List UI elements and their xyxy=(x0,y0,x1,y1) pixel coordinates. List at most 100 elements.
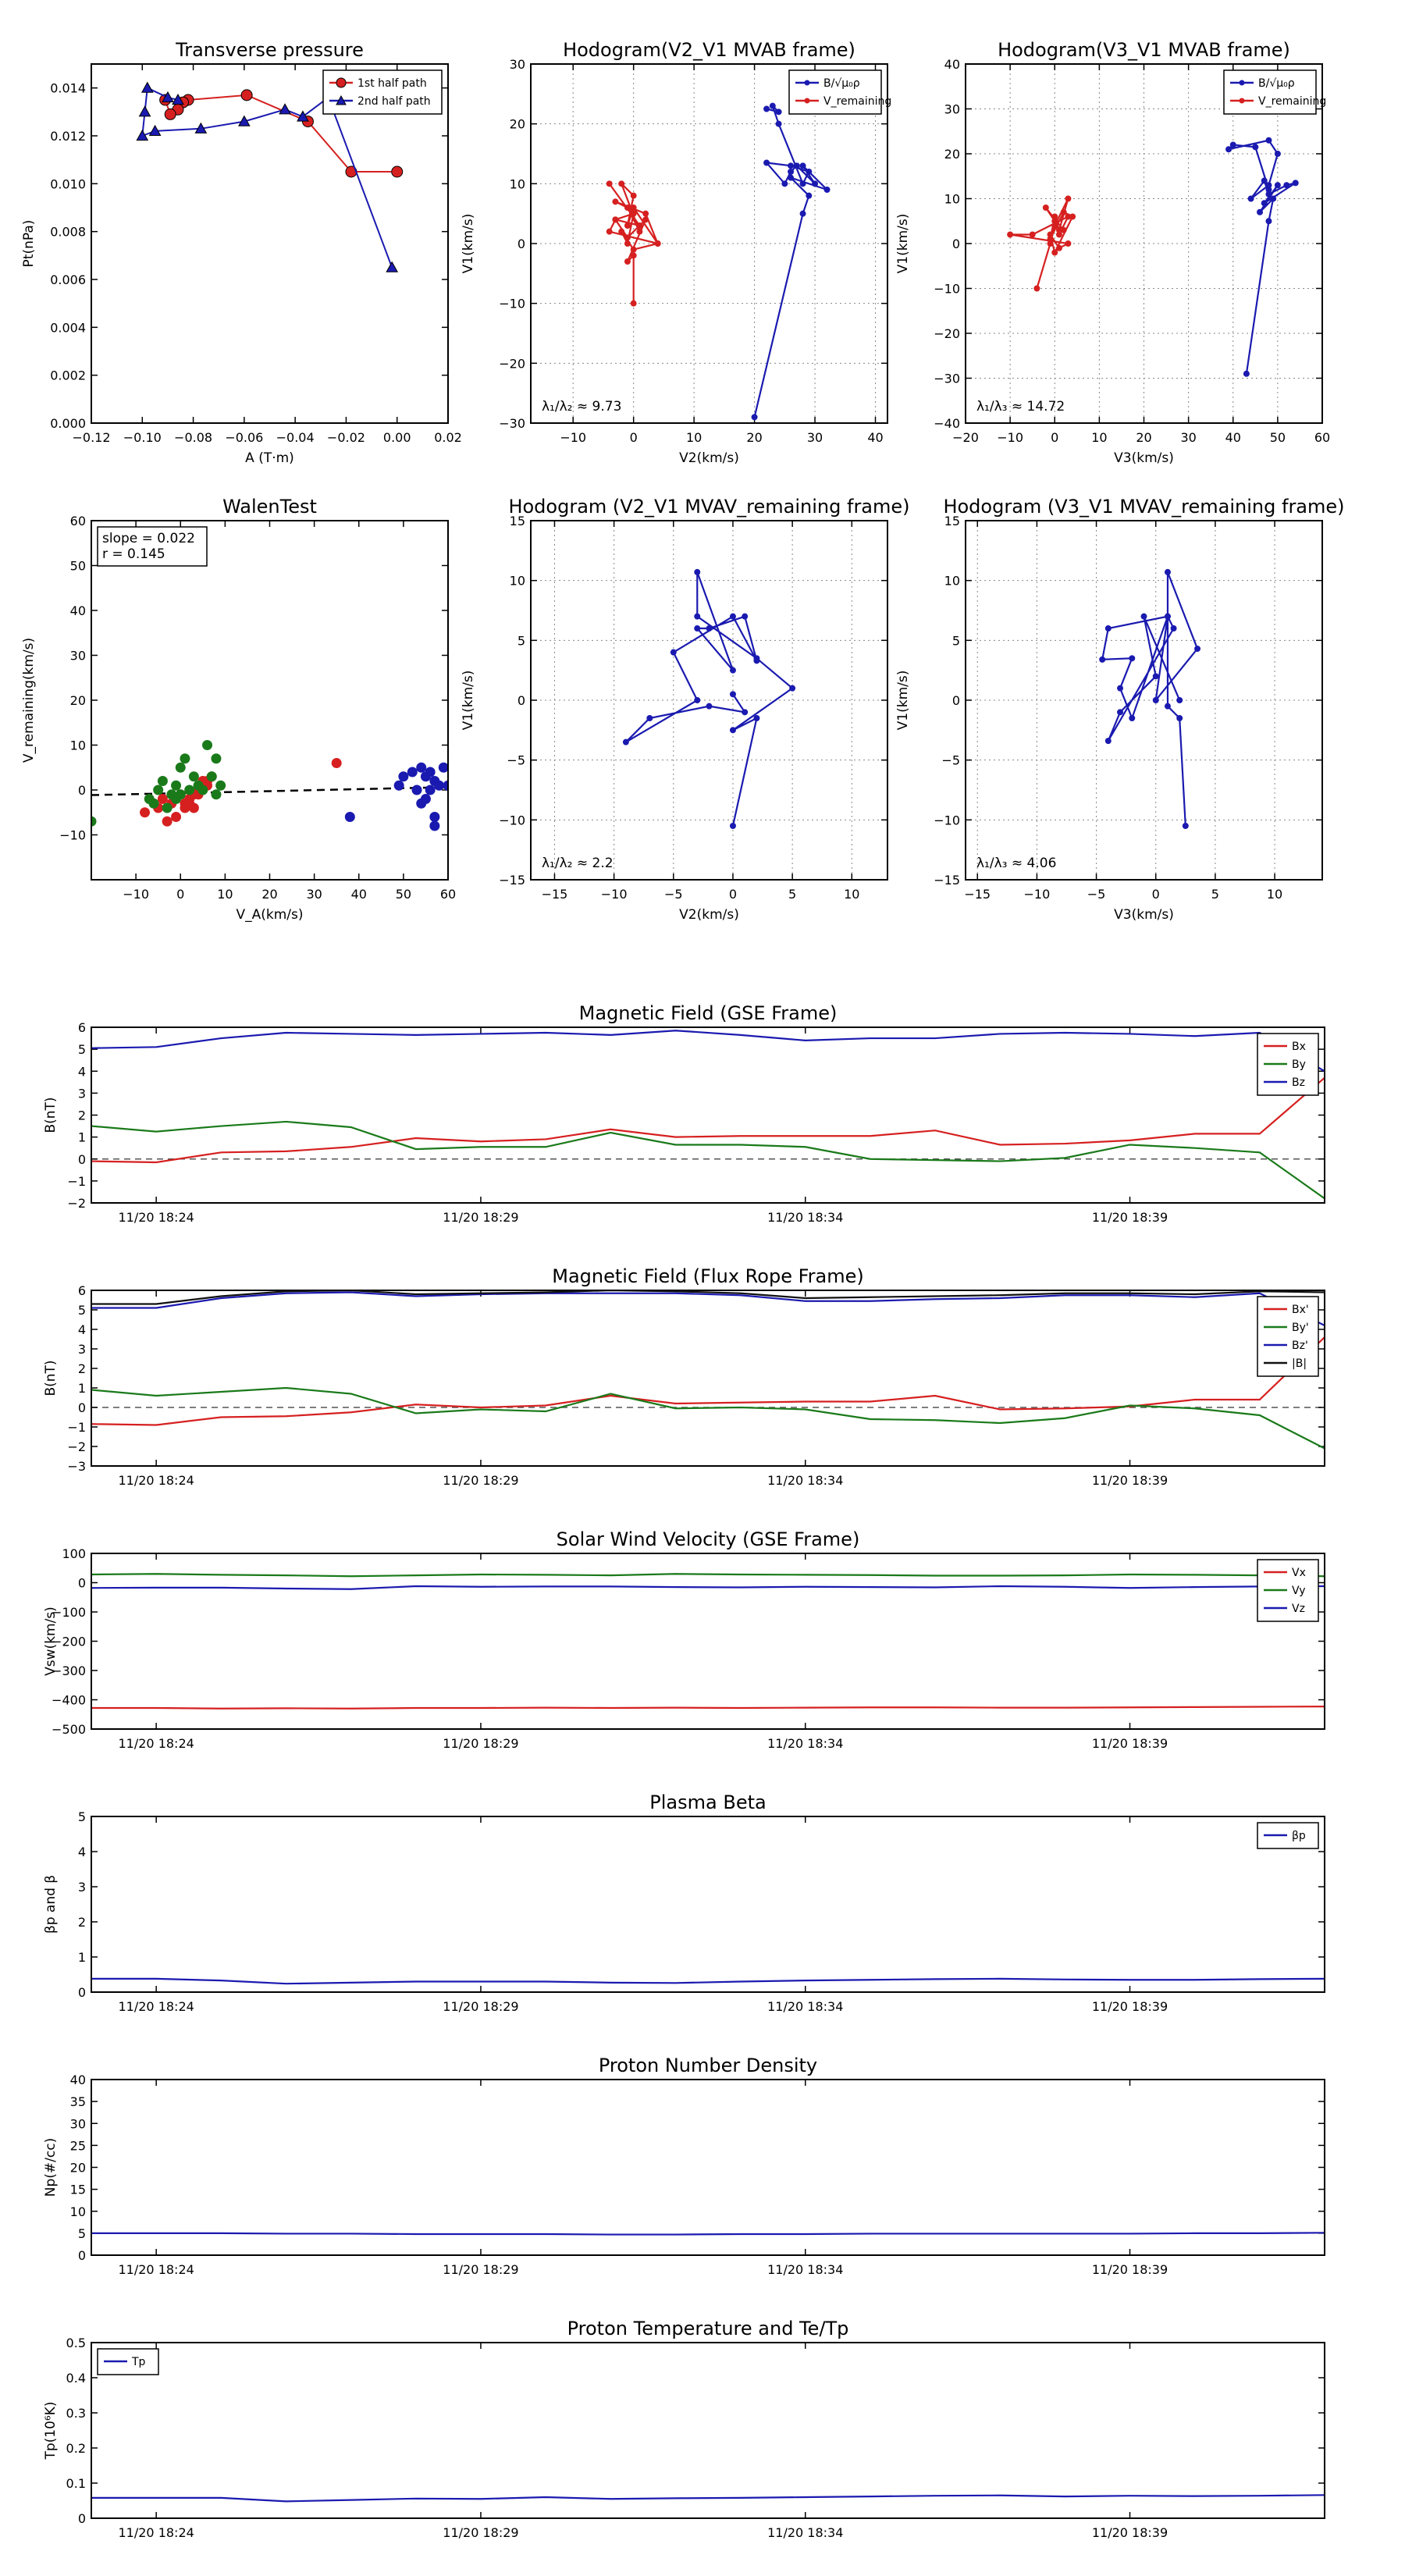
y-tick-label: 0.014 xyxy=(50,81,86,96)
data-point xyxy=(157,776,168,786)
x-tick-label: −0.10 xyxy=(123,430,162,445)
series-line-0 xyxy=(91,2494,1325,2503)
data-point xyxy=(429,820,440,831)
data-point xyxy=(642,210,649,217)
chart-np: Proton Number Density 11/20 18:24 11/20 18… xyxy=(43,2055,1325,2277)
data-point xyxy=(823,187,831,193)
y-tick-label: 2 xyxy=(78,1915,86,1930)
data-point xyxy=(140,807,151,818)
data-point xyxy=(1194,646,1201,653)
data-point xyxy=(211,753,222,764)
chart-beta: Plasma Beta 11/20 18:24 11/20 18:29 11/20 1… xyxy=(43,1791,1325,2014)
data-point xyxy=(799,210,806,217)
y-tick-label: 6 xyxy=(78,1283,86,1298)
y-tick-label: 30 xyxy=(944,102,960,117)
data-point xyxy=(788,174,795,181)
data-point xyxy=(1170,625,1177,632)
data-point xyxy=(1117,685,1124,692)
x-tick-label: 11/20 18:34 xyxy=(767,1736,843,1751)
x-axis-label: V3(km/s) xyxy=(1114,450,1174,466)
data-point xyxy=(606,228,613,235)
data-point xyxy=(1047,231,1054,238)
data-point xyxy=(1140,613,1147,620)
y-axis-label: V_remaining(km/s) xyxy=(21,638,37,763)
legend: Bx By Bz xyxy=(1257,1033,1319,1096)
y-tick-label: −20 xyxy=(934,326,960,341)
data-point xyxy=(1164,703,1171,710)
data-point xyxy=(1129,715,1136,721)
y-tick-label: 4 xyxy=(78,1845,86,1859)
legend-label: Bz xyxy=(1292,1076,1305,1089)
legend: Tp xyxy=(97,2348,159,2375)
x-tick-label: 0 xyxy=(176,887,184,902)
data-point xyxy=(1265,218,1272,225)
data-point xyxy=(694,568,701,575)
y-tick-label: 5 xyxy=(78,1303,86,1318)
data-point xyxy=(694,613,701,620)
data-point xyxy=(806,169,813,175)
data-point xyxy=(799,180,806,187)
x-tick-label: 5 xyxy=(1211,887,1219,902)
chart-walen: WalenTest −10 0 10 20 30 40 50 60 −10 0 10 20 30 40 50 6… xyxy=(21,496,456,923)
x-tick-label: −5 xyxy=(1087,887,1106,902)
data-point xyxy=(729,691,736,698)
x-tick-label: 11/20 18:34 xyxy=(767,2262,843,2277)
chart-title: Hodogram(V3_V1 MVAB frame) xyxy=(998,39,1290,61)
legend-label: B/√μ₀ρ xyxy=(823,77,860,90)
y-tick-label: 4 xyxy=(78,1322,86,1337)
plot-area xyxy=(91,2494,1325,2503)
y-tick-label: −10 xyxy=(934,813,960,827)
y-tick-label: 20 xyxy=(70,693,86,708)
x-tick-label: 20 xyxy=(746,430,762,445)
data-point xyxy=(153,785,164,795)
x-tick-label: 10 xyxy=(1267,887,1282,902)
x-tick-label: 11/20 18:29 xyxy=(443,2525,518,2540)
y-tick-label: 0.3 xyxy=(66,2406,86,2421)
annotation-box xyxy=(97,526,208,567)
y-tick-label: 0.010 xyxy=(50,176,86,191)
data-point xyxy=(411,785,422,795)
data-point xyxy=(211,789,222,800)
data-point xyxy=(630,192,637,199)
data-point xyxy=(636,228,643,235)
y-tick-label: 10 xyxy=(70,738,86,753)
y-tick-label: 1 xyxy=(78,1950,86,1965)
x-tick-label: 11/20 18:24 xyxy=(119,2525,194,2540)
x-tick-label: 10 xyxy=(844,887,859,902)
chart-title: Magnetic Field (GSE Frame) xyxy=(579,1002,838,1024)
y-tick-label: 2 xyxy=(78,1361,86,1376)
y-tick-label: 15 xyxy=(944,514,960,528)
y-tick-label: 0 xyxy=(78,2511,86,2526)
x-tick-label: 11/20 18:34 xyxy=(767,1473,843,1488)
chart-sw: Solar Wind Velocity (GSE Frame) 11/20 18:… xyxy=(43,1528,1325,1751)
legend: 1st half path 2nd half path xyxy=(322,69,443,115)
data-point xyxy=(1274,151,1281,157)
data-point xyxy=(622,738,629,745)
data-point xyxy=(694,697,701,703)
y-tick-label: −10 xyxy=(499,297,525,311)
data-point xyxy=(630,252,637,259)
legend-label: Vx xyxy=(1292,1567,1306,1579)
chart-tp: Transverse pressure−0.12 −0.10 −0.08 −0.06−… xyxy=(21,39,462,466)
x-tick-label: −0.08 xyxy=(174,430,212,445)
data-point xyxy=(1007,231,1014,238)
data-point xyxy=(1182,823,1189,829)
data-point xyxy=(729,667,736,674)
x-tick-label: −0.04 xyxy=(276,430,315,445)
x-tick-label: −15 xyxy=(542,887,568,902)
x-tick-label: 40 xyxy=(1225,430,1241,445)
data-point xyxy=(1104,625,1112,632)
data-point xyxy=(642,216,649,223)
y-tick-label: 0 xyxy=(78,1152,86,1167)
y-tick-label: 60 xyxy=(70,514,86,528)
y-tick-label: 3 xyxy=(78,1880,86,1895)
x-tick-label: 11/20 18:34 xyxy=(767,2525,843,2540)
x-tick-label: 30 xyxy=(1180,430,1196,445)
data-point xyxy=(624,222,631,229)
data-point xyxy=(1252,144,1259,151)
y-tick-label: 10 xyxy=(944,574,960,589)
data-point xyxy=(751,414,758,421)
plot-area xyxy=(1007,137,1299,377)
chart-mffr: Magnetic Field (Flux Rope Frame) 11/20 18… xyxy=(43,1265,1325,1488)
data-point xyxy=(1117,709,1124,716)
